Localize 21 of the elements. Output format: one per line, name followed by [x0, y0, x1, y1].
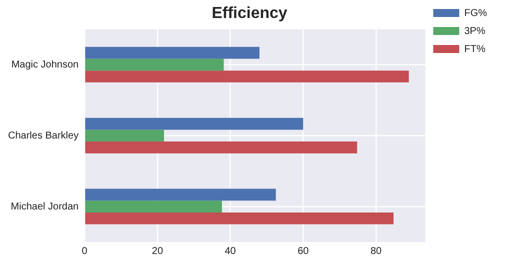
bar [85, 212, 394, 224]
y-tick-label: Charles Barkley [8, 130, 79, 142]
x-tick-label: 60 [298, 246, 310, 257]
bar [85, 142, 358, 154]
bar [85, 130, 164, 142]
bar [85, 46, 260, 59]
legend-label: FG% [464, 8, 488, 19]
chart-title: Efficiency [212, 5, 288, 22]
bar [85, 200, 222, 212]
bar [85, 58, 224, 71]
y-tick-label: Magic Johnson [11, 59, 79, 70]
bar [85, 70, 409, 82]
x-tick-label: 80 [370, 246, 382, 257]
x-tick-label: 0 [82, 246, 88, 257]
y-tick-label: Michael Jordan [10, 201, 79, 212]
legend-label: 3P% [464, 26, 486, 37]
x-tick-label: 40 [224, 246, 236, 257]
bar [85, 118, 304, 130]
x-tick-label: 20 [152, 246, 164, 257]
bar [85, 188, 276, 201]
legend-label: FT% [464, 44, 486, 55]
